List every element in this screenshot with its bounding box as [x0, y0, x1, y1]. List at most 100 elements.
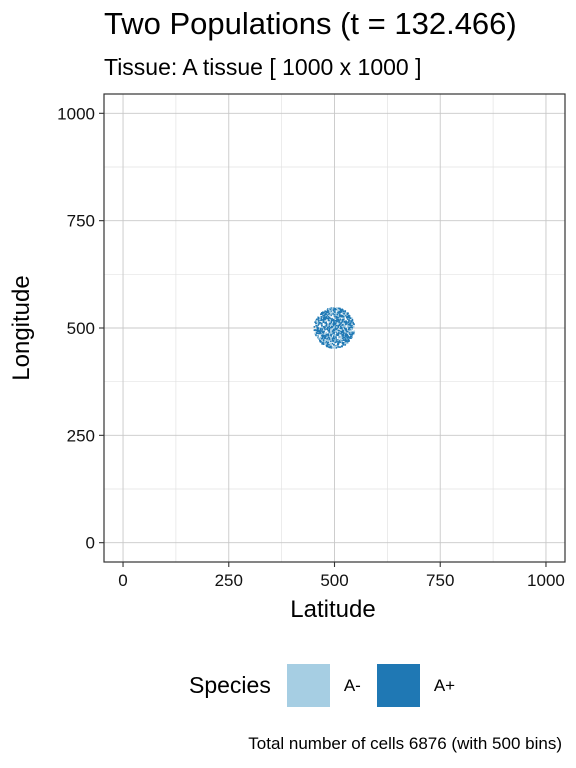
- cell-dot: [325, 339, 327, 342]
- cell-dot: [330, 324, 332, 327]
- cell-dot: [340, 330, 343, 333]
- cell-dot: [350, 336, 353, 338]
- cell-dot: [352, 322, 354, 324]
- cell-dot: [338, 340, 341, 342]
- cell-dot: [344, 342, 347, 344]
- cell-dot: [341, 333, 344, 336]
- cell-dot: [340, 335, 343, 338]
- cell-dot: [344, 314, 347, 317]
- cell-dot: [328, 336, 331, 338]
- cell-dot: [339, 325, 342, 328]
- cell-dot: [339, 341, 341, 344]
- cell-dot: [345, 335, 347, 338]
- cell-dot: [335, 330, 337, 333]
- cell-dot: [322, 320, 325, 322]
- cell-dot: [328, 338, 331, 341]
- cell-dot: [324, 324, 327, 327]
- cell-dot: [338, 317, 341, 319]
- cell-dot: [342, 318, 345, 321]
- cell-dot: [326, 314, 329, 316]
- cell-dot: [347, 338, 350, 341]
- cell-dot: [316, 335, 319, 337]
- cell-dot: [325, 324, 328, 327]
- cell-dot: [330, 307, 333, 309]
- cell-dot: [346, 337, 349, 340]
- cell-dot: [336, 328, 339, 330]
- cell-dot: [337, 307, 340, 310]
- cell-dot: [320, 337, 323, 340]
- cell-dot: [325, 316, 328, 318]
- cell-dot: [330, 335, 333, 337]
- cell-dot: [330, 332, 333, 335]
- cell-dot: [313, 326, 316, 328]
- cell-dot: [351, 328, 353, 330]
- cell-dot: [340, 327, 343, 329]
- cell-dot: [334, 341, 337, 344]
- cell-dot: [349, 329, 352, 332]
- cell-dot: [316, 321, 319, 324]
- cell-dot: [332, 314, 335, 317]
- cell-dot: [337, 309, 339, 312]
- cell-dot: [345, 330, 347, 333]
- cell-dot: [342, 327, 344, 329]
- axis-ticks: 0 250 500 750 1000 0 250 500 750 1000: [57, 104, 565, 590]
- cell-dot: [326, 339, 329, 342]
- cell-dot: [345, 329, 348, 331]
- cell-dot: [328, 339, 330, 342]
- cell-dot: [337, 315, 340, 317]
- cell-dot: [325, 335, 327, 337]
- cell-dot: [328, 312, 331, 315]
- cell-dot: [337, 320, 340, 322]
- cell-dot: [340, 329, 342, 331]
- cell-dot: [328, 309, 331, 312]
- cell-dot: [330, 337, 333, 340]
- cell-dot: [319, 338, 322, 340]
- cell-dot: [330, 347, 333, 349]
- cell-dot: [343, 329, 346, 332]
- cell-dot: [327, 311, 329, 314]
- cell-dot: [327, 336, 330, 338]
- cell-dot: [331, 330, 334, 332]
- cell-dot: [323, 312, 326, 315]
- cell-dot: [347, 335, 350, 338]
- cell-dot: [325, 331, 328, 334]
- y-tick-label: 500: [67, 319, 95, 338]
- x-tick-label: 0: [118, 571, 127, 590]
- cell-dot: [324, 326, 326, 329]
- cell-dot: [328, 318, 331, 321]
- cell-dot: [319, 322, 321, 325]
- legend-key-a-minus: [286, 664, 330, 707]
- cell-dot: [327, 329, 330, 332]
- cell-dot: [340, 331, 343, 334]
- cell-dot: [326, 343, 329, 345]
- cell-dot: [319, 330, 321, 332]
- cell-dot: [338, 313, 340, 316]
- cell-dot: [348, 326, 351, 329]
- cell-dot: [348, 315, 351, 317]
- cell-dot: [324, 312, 327, 315]
- cell-dot: [317, 316, 320, 319]
- cell-dot: [328, 327, 331, 329]
- cell-dot: [328, 323, 331, 326]
- cell-dot: [326, 309, 329, 312]
- cell-dot: [345, 332, 347, 335]
- cell-dot: [330, 330, 332, 333]
- cell-dot: [324, 310, 326, 313]
- cell-dot: [346, 322, 348, 325]
- cell-dot: [318, 321, 320, 324]
- cell-dot: [346, 326, 349, 328]
- cell-dot: [349, 325, 352, 328]
- cell-dot: [326, 345, 328, 348]
- cell-dot: [344, 321, 346, 323]
- cell-dot: [336, 308, 339, 311]
- cell-dot: [337, 342, 340, 344]
- cell-dot: [338, 324, 341, 326]
- cell-dot: [313, 329, 316, 331]
- cell-dot: [315, 324, 317, 327]
- cell-dot: [320, 332, 322, 335]
- cell-dot: [317, 320, 320, 322]
- cell-dot: [335, 347, 338, 349]
- cell-dot: [322, 321, 325, 323]
- cell-dot: [336, 327, 338, 329]
- cell-dot: [344, 333, 347, 336]
